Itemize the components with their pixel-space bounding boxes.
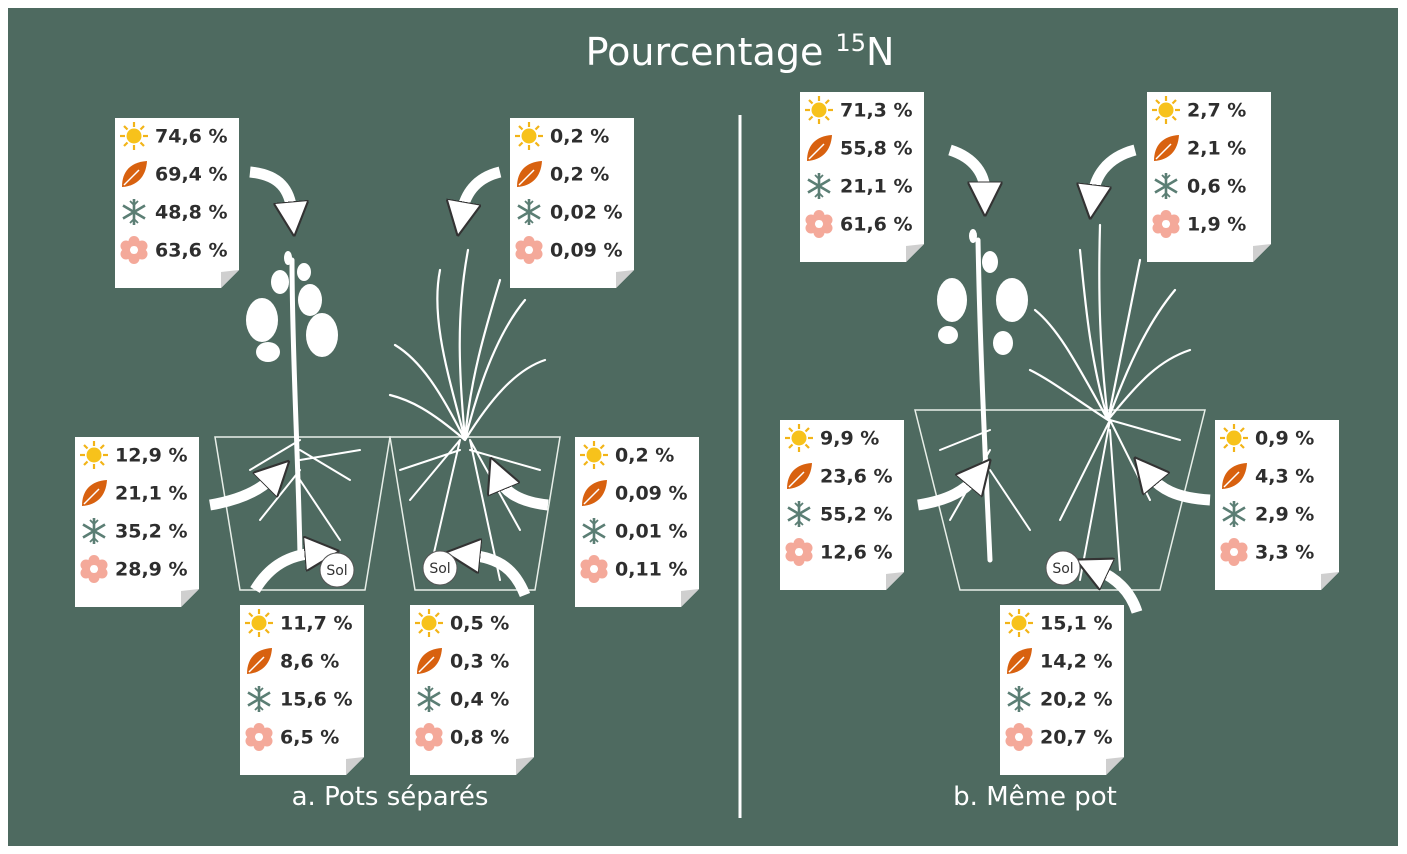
note-value: 20,2 % bbox=[1040, 689, 1113, 711]
note-value: 2,9 % bbox=[1255, 504, 1314, 526]
icon bbox=[120, 122, 148, 150]
note-value: 12,9 % bbox=[115, 445, 188, 467]
note-value: 0,11 % bbox=[615, 559, 688, 581]
note-value: 0,8 % bbox=[450, 727, 509, 749]
title-text: Pourcentage bbox=[586, 30, 824, 74]
icon bbox=[1220, 424, 1248, 452]
note-value: 8,6 % bbox=[280, 651, 339, 673]
note-value: 0,2 % bbox=[550, 126, 609, 148]
note: 0,9 % 4,3 % 2,9 % 3,3 % bbox=[1215, 420, 1339, 590]
note-value: 0,09 % bbox=[550, 240, 623, 262]
note-value: 21,1 % bbox=[840, 176, 913, 198]
panel-caption: b. Même pot bbox=[953, 782, 1117, 812]
note: 9,9 % 23,6 % 55,2 % 12,6 % bbox=[780, 420, 904, 590]
note-value: 12,6 % bbox=[820, 542, 893, 564]
note: 11,7 % 8,6 % 15,6 % 6,5 % bbox=[240, 605, 364, 775]
note-value: 9,9 % bbox=[820, 428, 879, 450]
note-value: 15,6 % bbox=[280, 689, 353, 711]
icon bbox=[1152, 96, 1180, 124]
note-value: 4,3 % bbox=[1255, 466, 1314, 488]
note-value: 0,01 % bbox=[615, 521, 688, 543]
note: 71,3 % 55,8 % 21,1 % 61,6 % bbox=[800, 92, 924, 262]
note-value: 35,2 % bbox=[115, 521, 188, 543]
note-value: 63,6 % bbox=[155, 240, 228, 262]
note-value: 0,09 % bbox=[615, 483, 688, 505]
title-superscript: 15 bbox=[835, 29, 866, 57]
note-value: 0,4 % bbox=[450, 689, 509, 711]
note-value: 28,9 % bbox=[115, 559, 188, 581]
note-value: 20,7 % bbox=[1040, 727, 1113, 749]
note: 12,9 % 21,1 % 35,2 % 28,9 % bbox=[75, 437, 199, 607]
note-value: 55,8 % bbox=[840, 138, 913, 160]
soil-label: Sol bbox=[326, 563, 347, 579]
note-value: 23,6 % bbox=[820, 466, 893, 488]
note-value: 15,1 % bbox=[1040, 613, 1113, 635]
icon bbox=[245, 609, 273, 637]
note-value: 74,6 % bbox=[155, 126, 228, 148]
note-value: 1,9 % bbox=[1187, 214, 1246, 236]
note-value: 0,3 % bbox=[450, 651, 509, 673]
infographic: Pourcentage 15N a bbox=[0, 0, 1407, 854]
icon bbox=[1005, 609, 1033, 637]
note-value: 55,2 % bbox=[820, 504, 893, 526]
note-value: 11,7 % bbox=[280, 613, 353, 635]
note: 0,5 % 0,3 % 0,4 % 0,8 % bbox=[410, 605, 534, 775]
note-value: 14,2 % bbox=[1040, 651, 1113, 673]
note-value: 2,7 % bbox=[1187, 100, 1246, 122]
note: 0,2 % 0,2 % 0,02 % 0,09 % bbox=[510, 118, 634, 288]
note-value: 2,1 % bbox=[1187, 138, 1246, 160]
note-value: 71,3 % bbox=[840, 100, 913, 122]
note-value: 0,9 % bbox=[1255, 428, 1314, 450]
soil-label: Sol bbox=[1052, 561, 1073, 577]
icon bbox=[580, 441, 608, 469]
icon bbox=[805, 96, 833, 124]
note-value: 48,8 % bbox=[155, 202, 228, 224]
note-value: 0,5 % bbox=[450, 613, 509, 635]
note-value: 61,6 % bbox=[840, 214, 913, 236]
note: 0,2 % 0,09 % 0,01 % 0,11 % bbox=[575, 437, 699, 607]
title-suffix: N bbox=[866, 30, 894, 74]
icon bbox=[785, 424, 813, 452]
soil-label: Sol bbox=[429, 561, 450, 577]
note-value: 6,5 % bbox=[280, 727, 339, 749]
note-value: 0,6 % bbox=[1187, 176, 1246, 198]
note-value: 0,02 % bbox=[550, 202, 623, 224]
note: 15,1 % 14,2 % 20,2 % 20,7 % bbox=[1000, 605, 1124, 775]
icon bbox=[80, 441, 108, 469]
note-value: 0,2 % bbox=[615, 445, 674, 467]
icon bbox=[415, 609, 443, 637]
note: 2,7 % 2,1 % 0,6 % 1,9 % bbox=[1147, 92, 1271, 262]
panel-caption: a. Pots séparés bbox=[292, 782, 489, 812]
note-value: 69,4 % bbox=[155, 164, 228, 186]
note: 74,6 % 69,4 % 48,8 % 63,6 % bbox=[115, 118, 239, 288]
icon bbox=[515, 122, 543, 150]
note-value: 21,1 % bbox=[115, 483, 188, 505]
note-value: 3,3 % bbox=[1255, 542, 1314, 564]
note-value: 0,2 % bbox=[550, 164, 609, 186]
